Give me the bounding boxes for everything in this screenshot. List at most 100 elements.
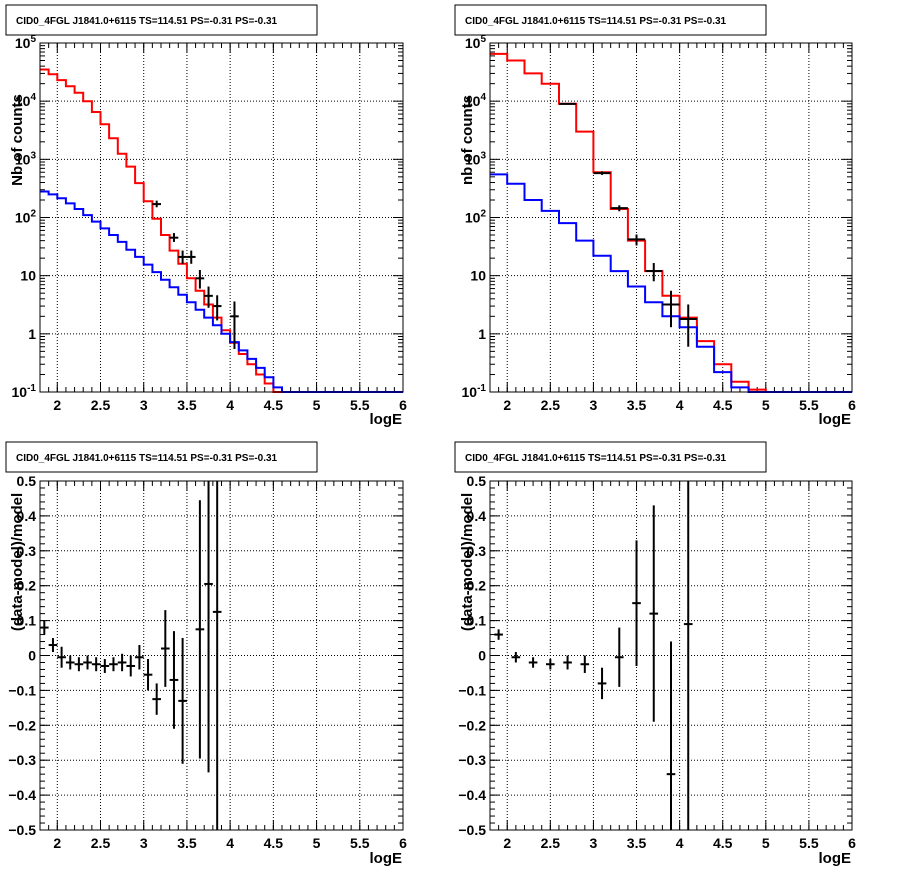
x-axis-label: logE: [819, 850, 852, 867]
data-point: [563, 655, 572, 670]
data-point: [152, 683, 161, 715]
y-tick-label: 10-1: [462, 383, 487, 400]
data-point: [683, 481, 693, 830]
data-point: [91, 657, 101, 672]
x-tick-label: 3.5: [177, 397, 197, 413]
data-point: [65, 655, 75, 670]
y-tick-label: −0.3: [458, 752, 486, 768]
x-tick-label: 5: [762, 397, 770, 413]
data-point: [666, 641, 676, 830]
data-point: [40, 620, 49, 635]
x-tick-label: 5: [313, 835, 321, 851]
y-tick-label: 103: [15, 150, 37, 167]
x-tick-label: 2.5: [541, 835, 561, 851]
y-tick-label: 0: [478, 648, 486, 664]
plot-area: 2 2.5 3 3.5 4 4.5 5 5.5 6 −0.5 −0.4 −0.3 −0.2 −0.1 0 0.…: [458, 473, 856, 851]
x-tick-label: 2: [503, 397, 511, 413]
x-tick-label: 4: [226, 835, 234, 851]
x-tick-label: 4: [676, 397, 684, 413]
panel-bottom-left: CID0_4FGL J1841.0+6115 TS=114.51 PS=-0.3…: [5, 441, 407, 867]
data-point: [57, 646, 66, 668]
data-point: [212, 481, 222, 830]
data-point: [195, 500, 205, 759]
y-tick-label: 10: [470, 268, 486, 284]
data-point: [645, 263, 663, 282]
x-tick-label: 3: [590, 835, 598, 851]
x-tick-label: 2.5: [91, 397, 111, 413]
data-point: [580, 655, 590, 673]
panel-title: CID0_4FGL J1841.0+6115 TS=114.51 PS=-0.3…: [16, 453, 278, 464]
panel-title-box: [5, 4, 318, 36]
total_model-histogram: [40, 68, 403, 393]
data-point: [546, 658, 555, 670]
y-tick-label: 105: [15, 34, 37, 51]
x-tick-label: 3.5: [627, 397, 647, 413]
y-tick-label: −0.4: [8, 787, 36, 803]
x-tick-label: 5: [313, 397, 321, 413]
data-point: [195, 270, 205, 289]
x-tick-label: 4.5: [713, 397, 733, 413]
x-tick-label: 3: [590, 397, 598, 413]
x-tick-label: 5.5: [350, 835, 370, 851]
x-tick-label: 6: [399, 835, 407, 851]
y-tick-label: 103: [465, 150, 487, 167]
data-point: [48, 638, 58, 653]
data-point: [511, 652, 521, 663]
data-point: [83, 655, 92, 670]
x-tick-label: 4: [676, 835, 684, 851]
x-tick-label: 2.5: [91, 835, 111, 851]
y-tick-label: −0.5: [8, 822, 36, 838]
y-tick-label: 0.4: [467, 508, 487, 524]
plot-frame: [39, 42, 404, 393]
x-tick-label: 2.5: [541, 397, 561, 413]
data-point: [230, 301, 239, 349]
x-tick-label: 2: [53, 835, 61, 851]
x-tick-label: 6: [848, 397, 856, 413]
panel-title: CID0_4FGL J1841.0+6115 TS=114.51 PS=-0.3…: [16, 16, 278, 27]
x-axis-label: logE: [370, 850, 403, 867]
data-point: [610, 205, 628, 212]
data-point: [100, 658, 110, 673]
panel-top-left: CID0_4FGL J1841.0+6115 TS=114.51 PS=-0.3…: [5, 4, 407, 428]
plot-frame: [489, 42, 853, 393]
x-axis-label: logE: [370, 411, 403, 428]
x-tick-label: 5: [762, 835, 770, 851]
total_model-histogram: [490, 52, 852, 393]
plot-area: 2 2.5 3 3.5 4 4.5 5 5.5 6 −0.5 −0.4 −0.3 −0.2 −0.1 0 0.…: [8, 473, 407, 851]
y-tick-label: −0.1: [458, 682, 486, 698]
data-point: [74, 657, 84, 672]
panel-top-right: CID0_4FGL J1841.0+6115 TS=114.51 PS=-0.3…: [454, 4, 856, 428]
data-point: [614, 627, 624, 687]
data-point: [204, 286, 213, 308]
y-tick-label: 0.2: [467, 578, 487, 594]
x-tick-label: 4.5: [713, 835, 733, 851]
x-tick-label: 5.5: [799, 835, 819, 851]
data-point: [212, 295, 222, 321]
y-tick-label: 0.2: [17, 578, 37, 594]
component_model-histogram: [490, 173, 852, 393]
component_model-histogram: [40, 190, 403, 393]
data-point: [597, 667, 607, 700]
plot-frame: [489, 480, 853, 831]
plot-frame: [39, 480, 404, 831]
data-point: [558, 102, 577, 105]
y-axis-label: nb of counts: [459, 95, 476, 185]
x-tick-label: 4.5: [264, 397, 284, 413]
data-point: [126, 655, 136, 677]
data-point: [593, 171, 611, 175]
panel-bottom-right: CID0_4FGL J1841.0+6115 TS=114.51 PS=-0.3…: [454, 441, 856, 867]
x-tick-label: 3.5: [177, 835, 197, 851]
panel-title-box: [454, 441, 767, 473]
x-tick-label: 6: [848, 835, 856, 851]
panel-title: CID0_4FGL J1841.0+6115 TS=114.51 PS=-0.3…: [465, 16, 727, 27]
x-tick-label: 3: [140, 397, 148, 413]
data-point: [627, 234, 646, 246]
y-tick-label: 10-1: [12, 383, 37, 400]
y-tick-label: 1: [28, 326, 36, 342]
y-tick-label: −0.3: [8, 752, 36, 768]
x-axis-label: logE: [819, 411, 852, 428]
y-tick-label: 0: [28, 648, 36, 664]
data-point: [152, 200, 161, 208]
data-point: [109, 657, 118, 672]
